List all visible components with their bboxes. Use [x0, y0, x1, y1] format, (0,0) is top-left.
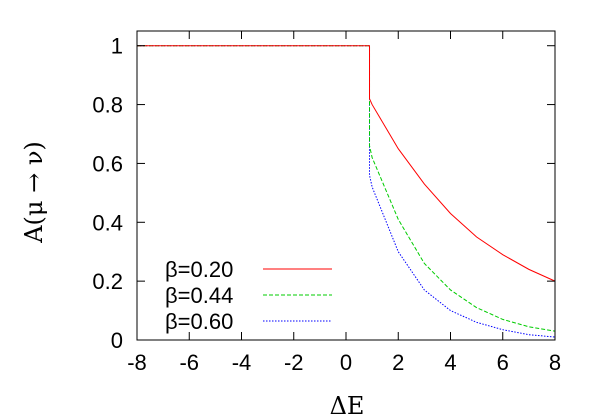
y-tick-label: 0.2 [92, 269, 123, 294]
legend-label: β=0.44 [165, 283, 233, 308]
legend-label: β=0.60 [165, 309, 233, 334]
x-axis-title: ΔE [330, 392, 365, 420]
x-tick-label: 8 [549, 350, 561, 375]
x-tick-label: 4 [444, 350, 456, 375]
series-line [137, 45, 556, 282]
axes [136, 30, 556, 341]
legend: β=0.20β=0.44β=0.60 [165, 257, 332, 334]
y-axis-title: A(μ → ν) [20, 141, 48, 244]
y-tick-label: 1 [111, 34, 123, 59]
x-tick-label: -4 [232, 350, 252, 375]
x-tick-label: -6 [179, 350, 199, 375]
y-tick-label: 0 [111, 328, 123, 353]
x-tick-label: 6 [497, 350, 509, 375]
x-tick-label: 2 [392, 350, 404, 375]
series-line [137, 45, 556, 338]
x-tick-label: -8 [127, 350, 147, 375]
x-tick-label: 0 [340, 350, 352, 375]
tick-labels: -8 -6 -4 -2 0 2 4 6 8 0 0.2 0.4 0.6 0.8 1 [92, 34, 561, 375]
legend-label: β=0.20 [165, 257, 233, 282]
plot-area [137, 45, 556, 338]
y-tick-label: 0.8 [92, 93, 123, 118]
x-tick-label: -2 [284, 350, 304, 375]
y-tick-label: 0.6 [92, 151, 123, 176]
y-tick-label: 0.4 [92, 210, 123, 235]
